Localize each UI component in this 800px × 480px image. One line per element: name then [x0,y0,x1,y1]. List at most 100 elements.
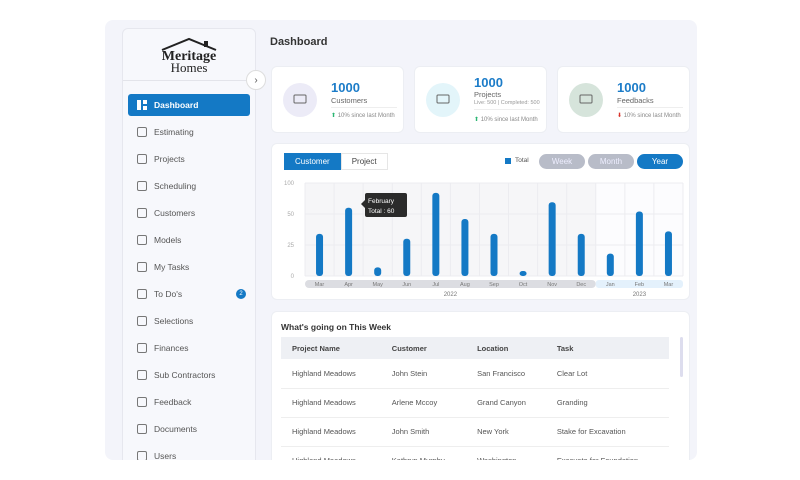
sidebar-item-label: Finances [154,343,189,353]
bar-apr[interactable] [345,207,353,276]
sidebar-item-label: Documents [154,424,197,434]
legend-label: Total [515,157,529,164]
sidebar-item-finances[interactable]: Finances [128,337,250,359]
table-cell: Highland Meadows [281,359,381,389]
stat-trend: ⬇ 10% since last Month [617,112,681,119]
tab-customer[interactable]: Customer [284,153,341,170]
bar-aug[interactable] [461,218,469,276]
sidebar-item-to-do-s[interactable]: To Do's 2 [128,283,250,305]
presentation-icon [137,154,147,164]
chart-tooltip: February Total : 60 [361,193,407,217]
period-month-button[interactable]: Month [588,154,634,169]
y-tick-label: 25 [287,243,294,249]
bar-oct[interactable] [519,271,527,276]
stat-label: Projects [474,90,502,99]
y-tick-label: 50 [287,212,294,218]
bar-mar[interactable] [664,231,672,276]
bar-dec[interactable] [577,233,585,276]
app-frame: Meritage Homes Dashboard Estimating Projec… [105,20,697,460]
chart-legend: Total [505,157,529,164]
hardhat-icon [137,370,147,380]
sidebar-item-estimating[interactable]: Estimating [128,121,250,143]
brand-line2: Homes [171,60,208,74]
stat-label: Feedbacks [617,96,654,105]
table-cell: John Stein [380,359,467,389]
y-tick-label: 100 [284,181,295,187]
document-icon [137,424,147,434]
bar-nov[interactable] [548,202,556,276]
x-tick-label: Jun [402,282,411,288]
column-header[interactable]: Project Name [281,337,381,359]
sidebar-item-label: Selections [154,316,194,326]
stat-card-feedbacks: 1000 Feedbacks ⬇ 10% since last Month [557,66,690,133]
bar-sep[interactable] [490,233,498,276]
bar-feb[interactable] [635,211,643,276]
bar-jan[interactable] [606,253,614,276]
sidebar-item-label: Sub Contractors [154,370,216,380]
week-activity-card: What's going on This Week Project Name Cu… [271,311,690,460]
x-tick-label: Feb [635,282,644,288]
bar-jun[interactable] [403,238,411,276]
sidebar-item-label: Customers [154,208,196,218]
projects-icon [426,83,460,117]
bar-chart: 100 50 25 0 Mar Apr May Jun Jul Aug Sep Oct Nov Dec Ja… [284,181,684,298]
customers-icon [283,83,317,117]
period-week-button[interactable]: Week [539,154,585,169]
sidebar-item-models[interactable]: Models [128,229,250,251]
table-row[interactable]: Highland Meadows Arlene Mccoy Grand Canyon… [281,388,669,418]
activity-table: Project Name Customer Location Task Highland… [281,337,669,460]
trend-text: 10% since last Month [623,113,681,119]
x-tick-label: May [372,282,383,288]
sidebar: Meritage Homes Dashboard Estimating Projec… [122,28,256,460]
bar-mar[interactable] [316,233,324,276]
table-row[interactable]: Highland Meadows John Smith New York Stake … [281,417,669,447]
sidebar-item-customers[interactable]: Customers [128,202,250,224]
table-cell: New York [466,417,546,447]
chart-card: 100 50 25 0 Mar Apr May Jun Jul Aug Sep Oct Nov Dec Ja… [271,143,690,300]
sidebar-item-sub-contractors[interactable]: Sub Contractors [128,364,250,386]
bar-may[interactable] [374,267,382,276]
period-year-button[interactable]: Year [637,154,683,169]
collapse-sidebar-button[interactable]: › [246,70,266,90]
logo[interactable]: Meritage Homes [123,29,255,81]
x-tick-label: Oct [519,282,528,288]
sidebar-item-users[interactable]: Users [128,445,250,460]
sidebar-item-label: Feedback [154,397,192,407]
stat-label: Customers [331,96,368,105]
sidebar-item-documents[interactable]: Documents [128,418,250,440]
sidebar-item-projects[interactable]: Projects [128,148,250,170]
sidebar-item-scheduling[interactable]: Scheduling [128,175,250,197]
column-header[interactable]: Task [545,337,669,359]
pointer-hand-icon [137,316,147,326]
trend-text: 10% since last Month [337,113,395,119]
bar-jul[interactable] [432,192,440,276]
sidebar-item-label: Models [154,235,182,245]
arrow-up-icon: ⬆ [331,113,337,119]
sidebar-item-dashboard[interactable]: Dashboard [128,94,250,116]
chat-icon [569,83,603,117]
column-header[interactable]: Customer [380,337,467,359]
sidebar-item-label: My Tasks [154,262,190,272]
year-label: 2022 [444,292,458,298]
x-tick-label: Nov [547,282,557,288]
user-icon [137,451,147,460]
sidebar-item-my-tasks[interactable]: My Tasks [128,256,250,278]
table-cell: Washington [466,446,546,460]
tab-project[interactable]: Project [340,153,388,170]
sidebar-item-feedback[interactable]: Feedback [128,391,250,413]
y-tick-label: 0 [291,274,295,280]
stat-value: 1000 [474,75,503,90]
table-cell: Highland Meadows [281,446,381,460]
column-header[interactable]: Location [466,337,546,359]
sidebar-item-selections[interactable]: Selections [128,310,250,332]
brand-line1: Meritage [162,49,216,64]
calendar-icon [137,181,147,191]
tooltip-value: Total : 60 [368,208,395,215]
sidebar-item-label: Users [154,451,177,460]
table-row[interactable]: Highland MeadowsKathryn MurphyWashington… [281,446,669,460]
x-tick-label: Jan [606,282,615,288]
x-tick-label: Jul [432,282,439,288]
table-scrollbar[interactable] [680,337,683,377]
arrow-down-icon: ⬇ [617,113,623,119]
table-row[interactable]: Highland Meadows John Stein San Francisco C… [281,359,669,389]
